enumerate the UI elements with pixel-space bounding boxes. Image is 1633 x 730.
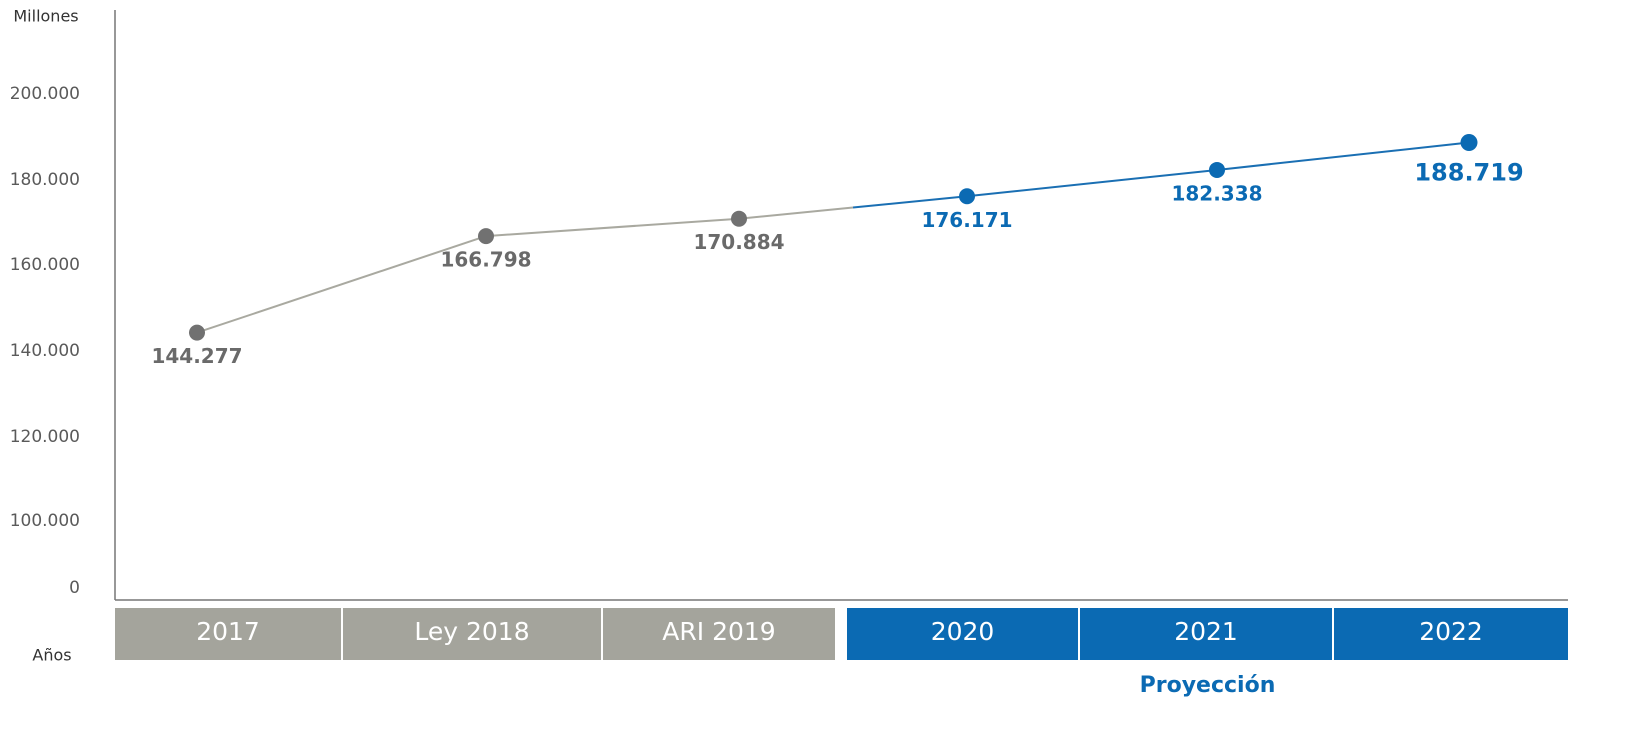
- y-tick-label: 160.000: [10, 255, 80, 275]
- category-band: [115, 608, 341, 660]
- point: [1209, 161, 1225, 178]
- x-tick-label: 2021: [1174, 617, 1238, 646]
- point: [731, 210, 747, 227]
- x-axis-label: Años: [32, 646, 71, 665]
- value-label: 182.338: [1171, 181, 1262, 205]
- category-band: [1080, 608, 1332, 660]
- x-tick-label: Ley 2018: [414, 617, 529, 646]
- y-axis-label: Millones: [13, 7, 78, 26]
- value-label: 144.277: [151, 344, 242, 368]
- point: [189, 324, 205, 341]
- point: [478, 228, 494, 245]
- y-tick-label: 120.000: [10, 427, 80, 447]
- annotation: Proyección: [1140, 673, 1276, 698]
- category-band: [847, 608, 1078, 660]
- category-band: [343, 608, 601, 660]
- line-segment: [852, 195, 968, 209]
- y-tick-label: 0: [69, 578, 80, 598]
- category-band: [1334, 608, 1568, 660]
- y-tick-label: 180.000: [10, 170, 80, 190]
- y-tick-label: 140.000: [10, 341, 80, 361]
- x-tick-label: 2020: [931, 617, 995, 646]
- line-segment: [485, 217, 740, 238]
- line-segment: [196, 235, 487, 334]
- category-band: [603, 608, 835, 660]
- value-label: 170.884: [693, 230, 784, 254]
- x-tick-label: 2022: [1419, 617, 1483, 646]
- point: [1460, 134, 1478, 152]
- point: [959, 188, 975, 205]
- line-segment: [738, 206, 854, 220]
- line-segment: [1216, 141, 1470, 171]
- x-tick-label: 2017: [196, 617, 260, 646]
- y-tick-label: 100.000: [10, 511, 80, 531]
- y-tick-label: 200.000: [10, 84, 80, 104]
- value-label: 166.798: [440, 248, 531, 272]
- value-label: 188.719: [1414, 159, 1523, 187]
- line-segment: [966, 168, 1218, 198]
- value-label: 176.171: [921, 208, 1012, 232]
- x-tick-label: ARI 2019: [662, 617, 775, 646]
